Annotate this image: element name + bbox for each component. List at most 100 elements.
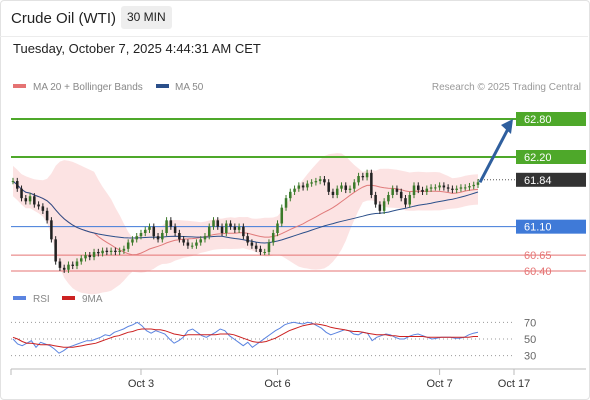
candle-body [242,226,245,237]
candle-body [161,233,164,240]
candle-body [84,255,87,259]
candle-body [404,198,407,205]
candle-body [126,242,130,249]
candle-body [165,220,168,233]
candle-body [50,220,53,240]
level-label: 62.80 [524,114,552,126]
candle-body [58,261,62,268]
candle-body [190,245,194,247]
level-label-bg [516,172,586,187]
candle-body [11,181,15,183]
target-arrow-shaft [478,126,511,184]
candle-body [37,204,40,207]
level-label: 60.65 [524,250,552,262]
candle-body [382,201,386,211]
candle-body [395,188,399,192]
chart-header: Crude Oil (WTI) 30 MIN [0,0,588,37]
candle-body [301,185,305,188]
ma50-line [12,180,479,244]
candle-body [306,183,309,188]
candle-body [122,248,126,251]
candle-body [220,226,224,233]
interval-badge[interactable]: 30 MIN [121,6,172,29]
level-label: 62.20 [524,152,552,164]
candle-body [434,187,437,189]
candle-body [267,242,271,252]
x-axis-tick-label: Oct 6 [264,378,290,390]
candle-body [97,252,100,254]
candle-body [237,226,241,230]
candle-body [225,223,228,233]
candle-body [353,182,356,189]
candle-body [139,233,143,237]
candle-body [88,255,92,258]
candle-body [455,188,458,190]
candle-body [425,188,429,192]
rsi-line [12,321,479,354]
level-label-bg [516,112,586,126]
candle-body [186,242,190,246]
candle-body [173,226,177,233]
candle-body [327,182,330,192]
rsi-legend-label: RSI [33,294,50,305]
candle-body [314,181,318,183]
candle-body [263,252,266,253]
candle-body [293,188,296,192]
candle-body [118,250,121,252]
level-label: 60.40 [524,266,552,278]
candle-body [254,245,258,249]
candle-body [284,198,288,208]
candle-body [45,210,49,221]
candle-body [323,179,326,183]
candle-body [54,239,57,262]
candle-body [318,179,322,182]
candle-body [62,267,66,270]
candle-body [276,223,279,233]
ma9-legend-label: 9MA [82,294,103,305]
ma9-legend-swatch [62,296,75,300]
target-arrow-head [501,119,513,134]
candle-body [259,248,262,252]
x-axis-tick-label: Oct 3 [128,378,154,390]
candle-body [357,176,360,183]
candle-body [199,239,202,243]
candle-body [463,187,467,189]
ma50-legend-swatch [156,84,169,88]
candle-body [195,242,198,246]
candle-body [33,196,36,205]
rsi-tick-label: 30 [524,351,536,363]
candle-body [271,233,275,243]
candle-body [374,195,377,205]
ma20-legend-swatch [13,84,26,88]
rsi-tick-label: 70 [524,317,536,329]
candle-body [412,185,416,195]
candle-body [105,250,109,252]
candle-body [429,187,433,189]
candle-body [246,236,249,243]
candle-body [169,220,173,227]
candle-body [289,191,292,199]
candle-body [212,220,215,227]
candle-body [109,250,113,252]
candle-body [15,181,19,189]
candle-body [152,226,156,237]
candle-body [421,189,424,192]
level-label-bg [516,219,586,234]
candle-body [24,198,28,202]
candle-body [344,185,348,190]
candle-body [459,187,463,189]
candle-body [387,195,390,202]
rsi-legend-swatch [13,296,26,300]
candle-body [28,196,32,202]
candle-body [101,250,104,254]
candle-body [233,226,237,230]
candle-body [442,185,446,188]
candle-body [468,186,471,188]
candle-body [216,220,220,227]
candle-body [446,187,450,189]
rsi-tick-label: 50 [524,334,536,346]
candle-body [370,172,373,195]
timestamp: Tuesday, October 7, 2025 4:44:31 AM CET [13,41,261,56]
candle-body [203,236,207,240]
